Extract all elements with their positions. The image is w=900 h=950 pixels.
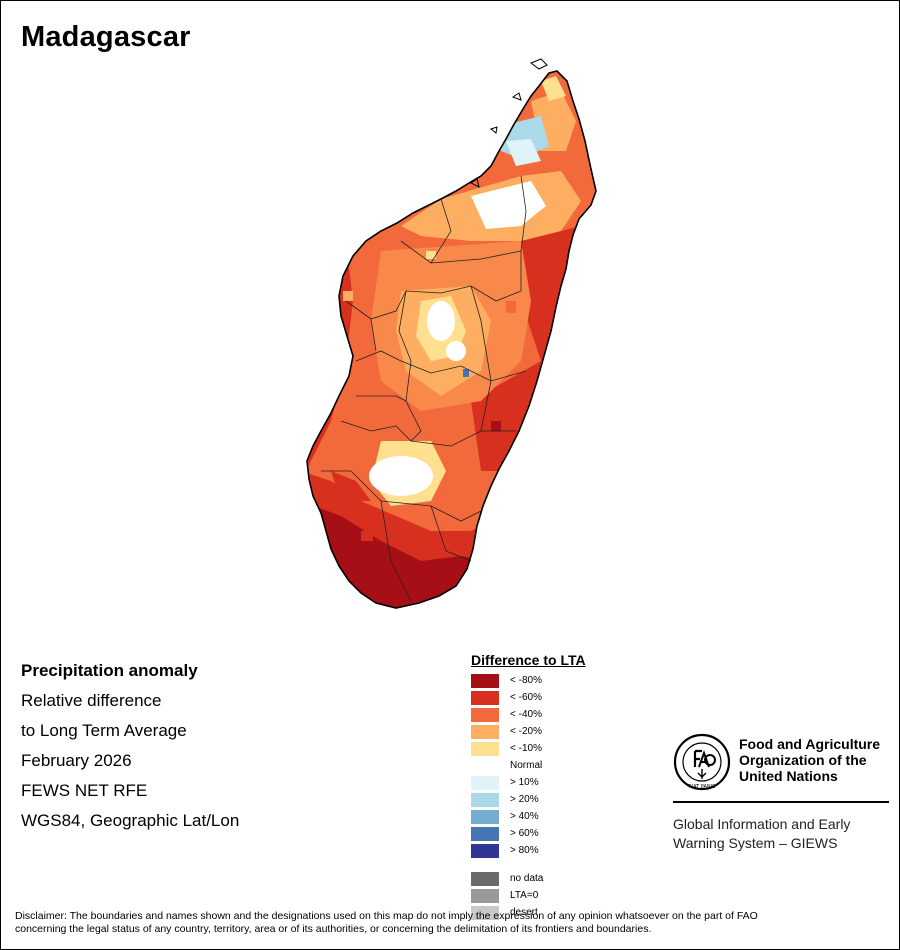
disclaimer-line2: concerning the legal status of any count… (15, 923, 652, 935)
legend-item-2: < -40% (471, 708, 591, 722)
info-measure: Relative difference (21, 691, 162, 710)
legend-label: desert (510, 907, 538, 918)
legend-label: no data (510, 873, 544, 884)
legend-item-1: < -60% (471, 691, 591, 705)
legend-item-extra-0: no data (471, 872, 591, 886)
legend-item-4: < -10% (471, 742, 591, 756)
legend-label: LTA=0 (510, 890, 539, 901)
madagascar-map (306, 58, 597, 609)
legend-item-6: > 10% (471, 776, 591, 790)
legend-title: Difference to LTA (471, 652, 586, 668)
admin-boundaries (321, 175, 527, 602)
giews-line2: Warning System – GIEWS (673, 835, 838, 851)
legend-swatch (471, 872, 499, 886)
legend-item-extra-2: desert (471, 906, 591, 920)
fao-logo-icon: FIAT PANIS (673, 733, 731, 791)
legend-item-10: > 80% (471, 844, 591, 858)
legend-label: < -80% (510, 675, 542, 686)
legend-label: > 80% (510, 845, 539, 856)
legend-label: > 10% (510, 777, 539, 788)
fao-name-line2: Organization of the (739, 752, 867, 768)
legend-item-7: > 20% (471, 793, 591, 807)
legend-swatch (471, 742, 499, 756)
legend-label: < -60% (510, 692, 542, 703)
legend-item-9: > 60% (471, 827, 591, 841)
legend-item-extra-1: LTA=0 (471, 889, 591, 903)
legend-item-0: < -80% (471, 674, 591, 688)
fao-name-line3: United Nations (739, 768, 838, 784)
legend-swatch (471, 810, 499, 824)
giews-name: Global Information and Early Warning Sys… (673, 815, 893, 853)
legend-label: > 20% (510, 794, 539, 805)
legend-item-8: > 40% (471, 810, 591, 824)
info-source: FEWS NET RFE (21, 781, 148, 800)
precipitation-anomaly-layer (307, 71, 596, 608)
legend-label: < -40% (510, 709, 542, 720)
legend-swatch (471, 725, 499, 739)
fao-logo-motto: FIAT PANIS (689, 784, 716, 790)
legend-item-5: Normal (471, 759, 591, 773)
fao-name-line1: Food and Agriculture (739, 736, 881, 752)
legend-item-3: < -20% (471, 725, 591, 739)
legend-label: Normal (510, 760, 543, 771)
info-period: February 2026 (21, 751, 132, 770)
coastline (306, 70, 597, 609)
map-title: Madagascar (21, 21, 191, 53)
legend-swatch (471, 759, 499, 773)
legend-swatch (471, 708, 499, 722)
legend-swatch (471, 844, 499, 858)
legend-label: < -20% (510, 726, 542, 737)
map-info: Precipitation anomaly Relative differenc… (21, 656, 239, 836)
legend-label: > 60% (510, 828, 539, 839)
disclaimer-line1: Disclaimer: The boundaries and names sho… (15, 910, 758, 922)
info-projection: WGS84, Geographic Lat/Lon (21, 811, 240, 830)
legend-swatch (471, 889, 499, 903)
fao-organization-name: Food and Agriculture Organization of the… (739, 736, 899, 784)
legend-swatch (471, 906, 499, 920)
legend-swatch (471, 691, 499, 705)
info-baseline: to Long Term Average (21, 721, 187, 740)
giews-line1: Global Information and Early (673, 816, 851, 832)
legend-swatch (471, 827, 499, 841)
info-product: Precipitation anomaly (21, 661, 198, 680)
legend-label: < -10% (510, 743, 542, 754)
legend-swatch (471, 674, 499, 688)
disclaimer: Disclaimer: The boundaries and names sho… (15, 910, 885, 936)
legend-label: > 40% (510, 811, 539, 822)
legend: Difference to LTA < -80% < -60% < -40% < -2… (471, 652, 586, 920)
fao-divider (673, 801, 889, 803)
legend-swatch (471, 776, 499, 790)
legend-swatch (471, 793, 499, 807)
